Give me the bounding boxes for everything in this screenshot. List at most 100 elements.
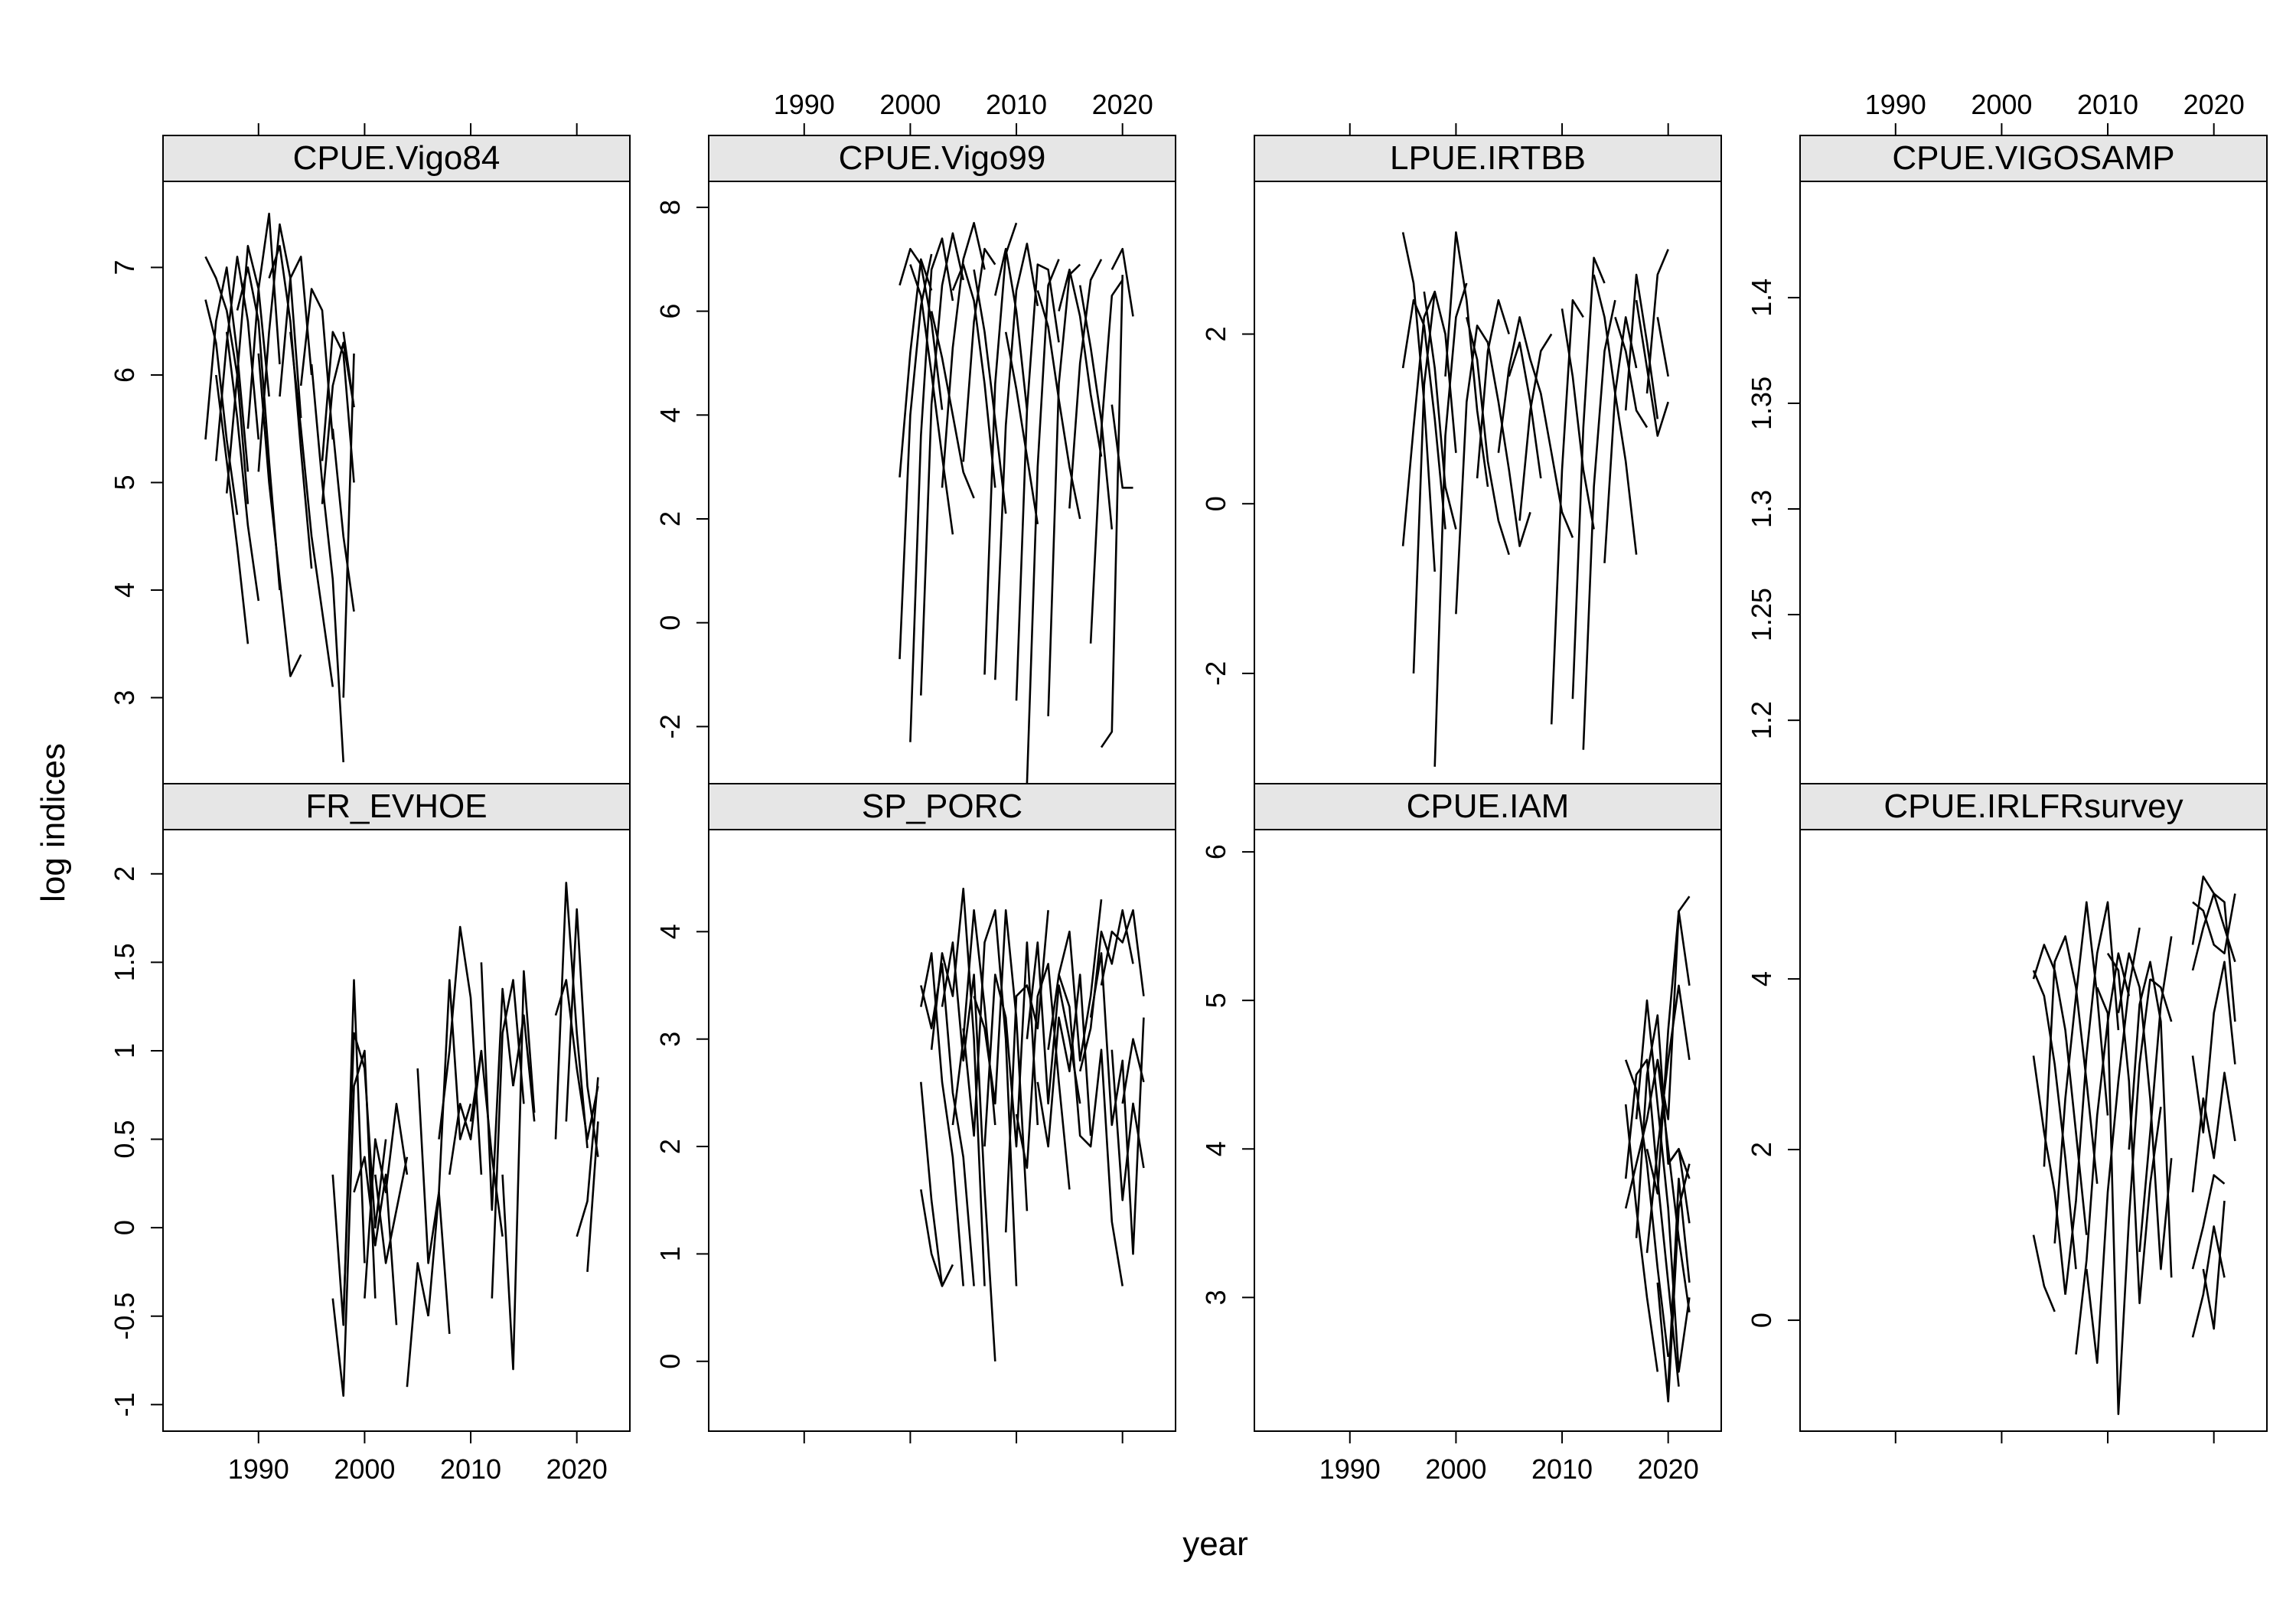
series-line — [1058, 268, 1103, 457]
series-line — [1476, 298, 1510, 479]
series-line — [1645, 895, 1691, 1195]
series-line — [1561, 308, 1595, 530]
series-line — [1624, 273, 1659, 419]
series-line — [1571, 256, 1606, 700]
y-tick-label: 7 — [109, 259, 140, 275]
x-tick-label: 2020 — [546, 1453, 608, 1485]
series-line — [2032, 1234, 2056, 1313]
series-line — [225, 331, 260, 602]
panel-title: FR_EVHOE — [305, 788, 487, 825]
y-tick-label: 5 — [109, 474, 140, 490]
series-line — [1656, 910, 1691, 1120]
series-line — [1656, 317, 1669, 377]
series-line — [1047, 899, 1103, 1062]
series-line — [920, 1189, 944, 1287]
panel-frame — [1799, 829, 2268, 1432]
panel-strip — [708, 135, 1176, 182]
y-tick-label: -1 — [109, 1392, 140, 1417]
series-line — [1645, 984, 1691, 1254]
panel-frame — [1799, 181, 2268, 784]
series-line — [512, 1014, 536, 1122]
series-line — [204, 266, 249, 472]
series-line — [1635, 299, 1669, 437]
series-line — [279, 256, 313, 397]
series-line — [342, 1032, 387, 1316]
series-line — [1047, 263, 1081, 716]
series-line — [1550, 298, 1584, 725]
series-line — [909, 264, 954, 535]
x-axis-title: year — [1182, 1525, 1248, 1563]
x-tick-label: 2000 — [1425, 1453, 1486, 1485]
series-line — [994, 247, 1029, 410]
y-tick-label: -0.5 — [109, 1293, 140, 1340]
series-line — [1089, 952, 1145, 1255]
series-line — [331, 429, 355, 612]
panel-strip — [162, 783, 631, 830]
series-line — [1433, 282, 1468, 767]
y-tick-label: 6 — [109, 367, 140, 383]
panel-frame — [1254, 829, 1722, 1432]
y-tick-label: 1 — [109, 1043, 140, 1058]
series-line — [501, 970, 536, 1371]
panel-title: CPUE.Vigo99 — [839, 139, 1046, 177]
x-tick-label: 2000 — [1971, 89, 2032, 120]
panel-title: CPUE.IRLFRsurvey — [1883, 788, 2183, 825]
series-line — [994, 243, 1039, 680]
y-tick-label: -2 — [1200, 661, 1231, 686]
panel-3: LPUE.IRTBB -2 0 2 — [1200, 123, 1722, 784]
series-line — [353, 1156, 398, 1326]
series-line — [215, 374, 249, 644]
y-axis-title: log indices — [34, 743, 72, 902]
series-line — [2106, 953, 2162, 1305]
y-tick-label: 0 — [109, 1220, 140, 1235]
panel-8: CPUE.IRLFRsurvey 0 2 4 — [1746, 783, 2268, 1443]
series-line — [427, 979, 472, 1316]
series-line — [448, 1050, 483, 1175]
series-line — [1078, 285, 1114, 530]
series-line — [1423, 291, 1457, 530]
series-line — [2053, 901, 2109, 1244]
series-line — [2191, 1071, 2236, 1192]
series-line — [1026, 259, 1060, 784]
series-line — [1455, 324, 1489, 615]
panel-strip — [1799, 135, 2268, 182]
series-line — [257, 353, 302, 677]
panel-6: SP_PORC 0 1 2 3 4 — [654, 783, 1176, 1443]
y-tick-label: 6 — [654, 304, 686, 319]
series-line — [1401, 232, 1436, 572]
series-line — [225, 244, 270, 494]
y-tick-label: 0.5 — [109, 1120, 140, 1159]
y-tick-label: 4 — [654, 407, 686, 422]
series-line — [941, 941, 996, 1362]
series-line — [1110, 247, 1134, 317]
series-line — [2086, 927, 2141, 1365]
panel-title: SP_PORC — [862, 788, 1022, 825]
series-line — [1100, 909, 1145, 996]
series-line — [2095, 978, 2151, 1415]
panel-title: LPUE.IRTBB — [1390, 139, 1586, 177]
series-line — [2075, 952, 2131, 1355]
series-line — [2149, 978, 2173, 1022]
series-line — [1110, 1049, 1145, 1202]
panel-strip — [162, 135, 631, 182]
series-line — [586, 1121, 599, 1272]
series-line — [2064, 901, 2120, 1295]
panel-frame — [162, 829, 631, 1432]
x-tick-label: 2020 — [2183, 89, 2245, 120]
series-line — [2032, 1055, 2066, 1295]
series-line — [310, 364, 344, 762]
series-line — [554, 979, 599, 1140]
x-tick-label: 1990 — [774, 89, 835, 120]
series-line — [973, 909, 1029, 1212]
series-line — [2032, 970, 2077, 1270]
series-line — [554, 882, 589, 1149]
y-tick-label: 4 — [654, 924, 686, 939]
y-tick-label: 1.3 — [1746, 490, 1777, 528]
series-line — [2043, 935, 2099, 1184]
panel-strip — [1254, 135, 1722, 182]
panel-4: CPUE.VIGOSAMP 1.2 1.25 1.3 1.35 1.4 1990 2000 20… — [1746, 89, 2268, 784]
series-line — [2128, 960, 2173, 1278]
series-line — [1656, 1163, 1691, 1403]
series-line — [962, 247, 996, 462]
y-tick-label: 2 — [654, 511, 686, 527]
